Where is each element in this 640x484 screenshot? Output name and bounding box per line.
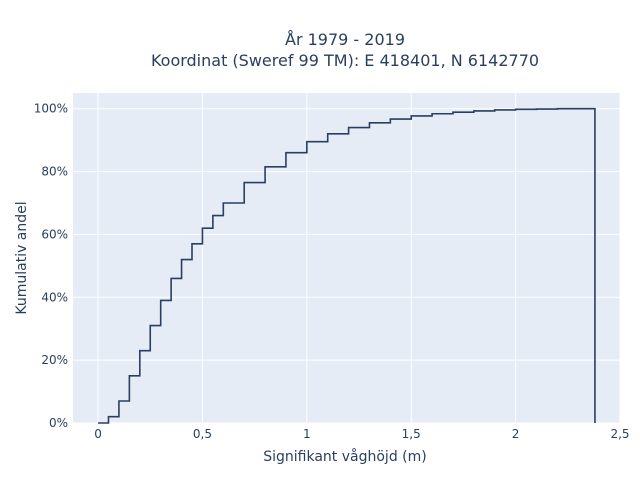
y-tick-label: 80% [41, 165, 68, 179]
y-tick-label: 20% [41, 353, 68, 367]
x-tick-label: 2,5 [610, 427, 629, 441]
x-axis-title: Signifikant våghöjd (m) [263, 448, 426, 465]
cumulative-step-line [98, 107, 596, 424]
x-tick-label: 1 [303, 427, 311, 441]
x-tick-label: 0,5 [193, 427, 212, 441]
x-tick-label: 0 [94, 427, 102, 441]
chart-title-line-2: Koordinat (Sweref 99 TM): E 418401, N 61… [151, 51, 539, 70]
y-axis-title: Kumulativ andel [14, 201, 30, 314]
y-tick-label: 40% [41, 290, 68, 304]
y-tick-label: 100% [34, 102, 68, 116]
y-tick-label: 60% [41, 227, 68, 241]
y-axis-ticks: 0% 20% 40% 60% 80% 100% [34, 102, 68, 430]
plot-area [73, 93, 620, 423]
x-tick-label: 1,5 [402, 427, 421, 441]
series-layer [98, 107, 596, 424]
chart-title-line-1: År 1979 - 2019 [285, 30, 405, 49]
y-tick-label: 0% [49, 416, 68, 430]
x-tick-label: 2 [512, 427, 520, 441]
x-axis-ticks: 0 0,5 1 1,5 2 2,5 [94, 427, 629, 441]
